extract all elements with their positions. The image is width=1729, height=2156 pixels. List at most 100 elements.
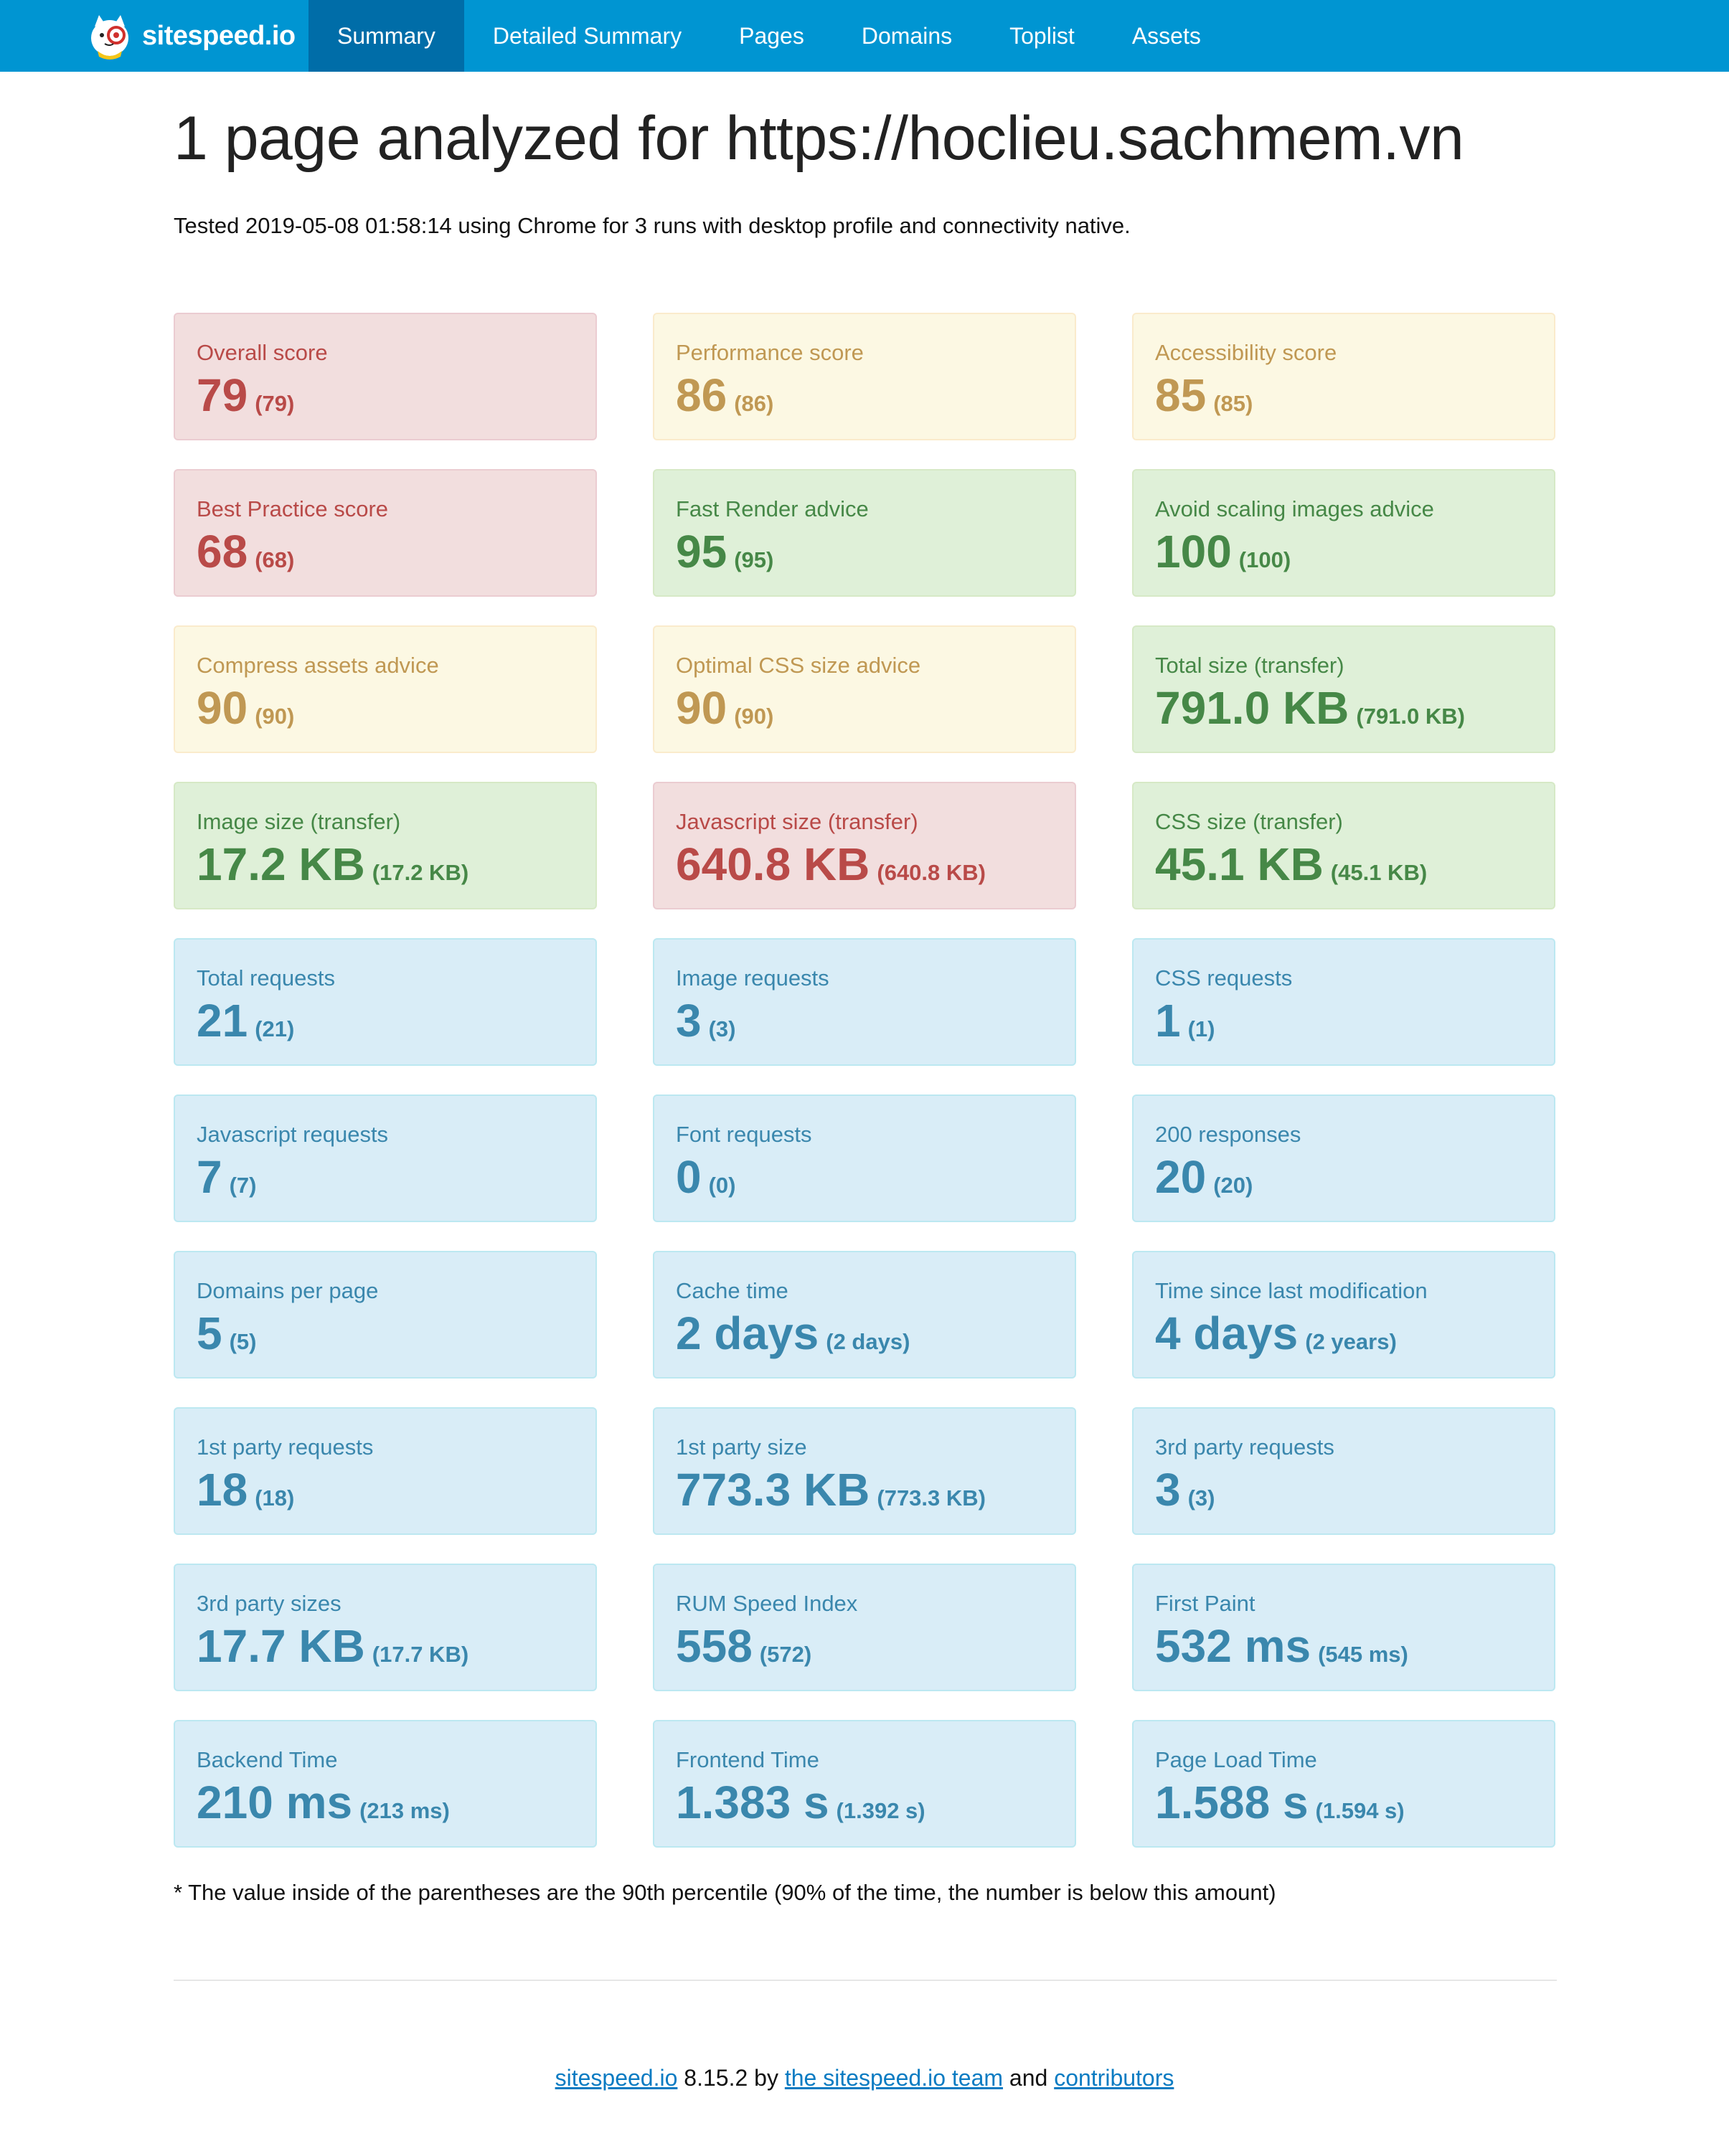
metric-value: 0 <box>676 1151 702 1203</box>
metric-p90: (3) <box>708 1016 736 1041</box>
metric-value-row: 21 (21) <box>197 996 574 1046</box>
page-title: 1 page analyzed for https://hoclieu.sach… <box>174 104 1464 173</box>
metric-card: Compress assets advice 90 (90) <box>174 625 597 753</box>
metric-value: 2 days <box>676 1308 819 1359</box>
metric-value-row: 5 (5) <box>197 1308 574 1358</box>
metric-title: Javascript size (transfer) <box>676 809 918 834</box>
metric-title: CSS requests <box>1155 965 1293 990</box>
metric-value-row: 17.2 KB (17.2 KB) <box>197 839 574 889</box>
metric-card: Font requests 0 (0) <box>653 1094 1076 1222</box>
metric-p90: (18) <box>255 1485 295 1510</box>
version-text: 8.15.2 by <box>677 2065 785 2091</box>
metric-p90: (545 ms) <box>1318 1642 1408 1667</box>
metric-value: 90 <box>676 682 727 734</box>
brand-link[interactable]: sitespeed.io <box>85 10 296 62</box>
metric-value-row: 791.0 KB (791.0 KB) <box>1155 683 1532 733</box>
metric-value: 21 <box>197 995 248 1046</box>
metric-value: 79 <box>197 369 248 421</box>
nav-summary[interactable]: Summary <box>308 0 464 72</box>
metric-p90: (100) <box>1238 547 1291 572</box>
metric-title: Javascript requests <box>197 1122 389 1147</box>
team-link[interactable]: the sitespeed.io team <box>784 2065 1004 2091</box>
metric-title: Image requests <box>676 965 829 990</box>
footer-divider <box>174 1980 1557 1981</box>
metric-p90: (68) <box>255 547 295 572</box>
metric-card: Overall score 79 (79) <box>174 313 597 440</box>
metric-card: Javascript requests 7 (7) <box>174 1094 597 1222</box>
metric-value-row: 100 (100) <box>1155 526 1532 577</box>
metric-title: 1st party size <box>676 1434 807 1460</box>
metric-value-row: 210 ms (213 ms) <box>197 1777 574 1828</box>
metric-value: 68 <box>197 526 248 577</box>
metric-value-row: 1 (1) <box>1155 996 1532 1046</box>
metric-value-row: 95 (95) <box>676 526 1053 577</box>
metric-value: 4 days <box>1155 1308 1299 1359</box>
metric-title: Cache time <box>676 1278 788 1303</box>
metric-card: First Paint 532 ms (545 ms) <box>1132 1564 1555 1691</box>
metric-p90: (21) <box>255 1016 295 1041</box>
metric-value: 90 <box>197 682 248 734</box>
metric-card: Accessibility score 85 (85) <box>1132 313 1555 440</box>
metric-title: 3rd party sizes <box>197 1591 341 1616</box>
sitespeed-link[interactable]: sitespeed.io <box>555 2065 678 2091</box>
metric-p90: (2 years) <box>1305 1329 1397 1354</box>
metric-value-row: 3 (3) <box>1155 1465 1532 1515</box>
metric-title: 3rd party requests <box>1155 1434 1334 1460</box>
metric-value: 532 ms <box>1155 1620 1311 1672</box>
metric-card: Total size (transfer) 791.0 KB (791.0 KB) <box>1132 625 1555 753</box>
metric-card: Optimal CSS size advice 90 (90) <box>653 625 1076 753</box>
metric-p90: (20) <box>1213 1173 1253 1198</box>
metric-value: 558 <box>676 1620 753 1672</box>
metric-card: Image size (transfer) 17.2 KB (17.2 KB) <box>174 782 597 909</box>
metric-title: Time since last modification <box>1155 1278 1428 1303</box>
contributors-link[interactable]: contributors <box>1054 2065 1174 2091</box>
metric-value: 85 <box>1155 369 1207 421</box>
metric-title: Frontend Time <box>676 1747 819 1772</box>
metric-p90: (5) <box>229 1329 257 1354</box>
nav-pages[interactable]: Pages <box>739 22 804 49</box>
metric-value: 17.2 KB <box>197 838 365 890</box>
top-navbar: sitespeed.io Summary Detailed Summary Page… <box>0 0 1729 72</box>
metric-value: 45.1 KB <box>1155 838 1324 890</box>
main-content: 1 page analyzed for https://hoclieu.sach… <box>174 72 1557 1848</box>
metric-value: 17.7 KB <box>197 1620 365 1672</box>
metric-value-row: 86 (86) <box>676 370 1053 420</box>
metric-p90: (45.1 KB) <box>1330 860 1428 885</box>
metric-value-row: 7 (7) <box>197 1152 574 1202</box>
metric-card: Best Practice score 68 (68) <box>174 469 597 597</box>
percentile-footnote: * The value inside of the parentheses ar… <box>174 1880 1276 1905</box>
metric-title: Page Load Time <box>1155 1747 1317 1772</box>
metric-title: Overall score <box>197 340 328 365</box>
metric-card: Image requests 3 (3) <box>653 938 1076 1066</box>
metric-title: Total size (transfer) <box>1155 653 1344 678</box>
metric-p90: (17.7 KB) <box>372 1642 469 1667</box>
metric-value-row: 1.383 s (1.392 s) <box>676 1777 1053 1828</box>
nav-toplist[interactable]: Toplist <box>1009 22 1075 49</box>
metric-p90: (640.8 KB) <box>877 860 986 885</box>
metric-p90: (90) <box>255 704 295 729</box>
metric-value-row: 45.1 KB (45.1 KB) <box>1155 839 1532 889</box>
metric-card: Performance score 86 (86) <box>653 313 1076 440</box>
metric-value: 5 <box>197 1308 222 1359</box>
metric-title: Domains per page <box>197 1278 379 1303</box>
nav-detailed-summary[interactable]: Detailed Summary <box>492 22 682 49</box>
metric-p90: (95) <box>734 547 774 572</box>
metric-value-row: 68 (68) <box>197 526 574 577</box>
metric-value: 3 <box>676 995 702 1046</box>
metric-value-row: 4 days (2 years) <box>1155 1308 1532 1358</box>
metric-title: Best Practice score <box>197 496 389 521</box>
metric-title: Compress assets advice <box>197 653 439 678</box>
metric-title: Image size (transfer) <box>197 809 401 834</box>
metric-p90: (1.392 s) <box>836 1798 925 1823</box>
metric-value-row: 773.3 KB (773.3 KB) <box>676 1465 1053 1515</box>
nav-domains[interactable]: Domains <box>861 22 953 49</box>
metric-value: 20 <box>1155 1151 1207 1203</box>
metric-p90: (7) <box>229 1173 257 1198</box>
metric-title: Accessibility score <box>1155 340 1337 365</box>
metric-card: 3rd party sizes 17.7 KB (17.7 KB) <box>174 1564 597 1691</box>
sitespeed-logo-icon <box>85 11 135 61</box>
metric-value-row: 1.588 s (1.594 s) <box>1155 1777 1532 1828</box>
metrics-grid: Overall score 79 (79) Performance score 86 (8… <box>174 313 1557 1852</box>
metric-value-row: 20 (20) <box>1155 1152 1532 1202</box>
nav-assets[interactable]: Assets <box>1131 22 1201 49</box>
